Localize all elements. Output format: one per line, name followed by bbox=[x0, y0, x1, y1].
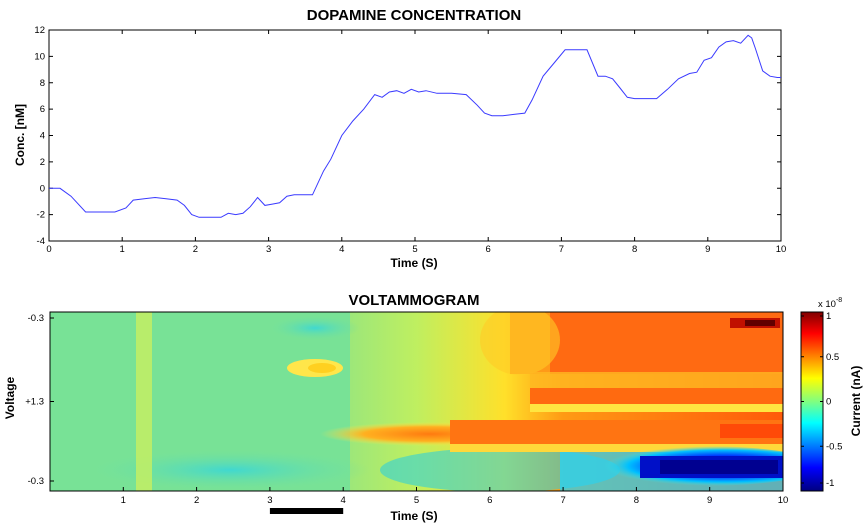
colorbar-label: Current (nA) bbox=[849, 366, 863, 437]
y-tick-label: 10 bbox=[34, 51, 45, 62]
y-tick-label: +1.3 bbox=[25, 397, 44, 408]
x-tick-label: 1 bbox=[120, 244, 125, 255]
y-tick-label: -4 bbox=[37, 236, 45, 247]
x-tick-label: 4 bbox=[341, 495, 346, 506]
y-tick-label: 8 bbox=[40, 78, 45, 89]
x-tick-label: 9 bbox=[705, 244, 710, 255]
x-axis-ticks: 0 1 2 3 4 5 6 7 8 9 10 bbox=[46, 30, 786, 255]
heatmap-image bbox=[50, 312, 783, 491]
colorbar-tick-label: 0.5 bbox=[826, 352, 839, 363]
x-tick-label: 2 bbox=[193, 244, 198, 255]
colorbar-tick-label: -1 bbox=[826, 478, 834, 489]
colorbar-tick-label: 1 bbox=[826, 311, 831, 322]
y-tick-label: 12 bbox=[34, 25, 45, 36]
x-tick-label: 7 bbox=[560, 495, 565, 506]
x-tick-label: 10 bbox=[778, 495, 789, 506]
colorbar: 1 0.5 0 -0.5 -1 x 10-8 Current (nA) bbox=[800, 297, 863, 492]
scale-bar bbox=[269, 508, 344, 514]
y-tick-label: 0 bbox=[40, 183, 45, 194]
x-tick-label: 10 bbox=[776, 244, 787, 255]
x-tick-label: 9 bbox=[707, 495, 712, 506]
x-tick-label: 2 bbox=[194, 495, 199, 506]
y-tick-label: 4 bbox=[40, 131, 45, 142]
chart-title: DOPAMINE CONCENTRATION bbox=[307, 7, 521, 24]
y-tick-label: 2 bbox=[40, 157, 45, 168]
x-tick-label: 3 bbox=[267, 495, 272, 506]
x-tick-label: 8 bbox=[632, 244, 637, 255]
heatmap-x-label: Time (S) bbox=[390, 509, 437, 523]
heatmap-title: VOLTAMMOGRAM bbox=[348, 292, 479, 309]
heatmap-y-label: Voltage bbox=[3, 376, 17, 419]
x-tick-label: 5 bbox=[414, 495, 419, 506]
colorbar-ticks: 1 0.5 0 -0.5 -1 bbox=[801, 311, 842, 489]
x-tick-label: 4 bbox=[339, 244, 344, 255]
y-tick-label: -0.3 bbox=[28, 476, 44, 487]
y-tick-label: -2 bbox=[37, 210, 45, 221]
colorbar-tick-label: -0.5 bbox=[826, 441, 842, 452]
colorbar-gradient bbox=[800, 311, 824, 492]
colorbar-exponent: x 10-8 bbox=[818, 297, 842, 310]
heatmap-x-ticks: 1 2 3 4 5 6 7 8 9 10 bbox=[121, 487, 789, 506]
heatmap-chart: VOLTAMMOGRAM bbox=[3, 292, 863, 523]
x-tick-label: 7 bbox=[559, 244, 564, 255]
y-axis-label: Conc. [nM] bbox=[13, 104, 27, 166]
x-tick-label: 0 bbox=[46, 244, 51, 255]
x-tick-label: 1 bbox=[121, 495, 126, 506]
heatmap-y-ticks: -0.3 +1.3 -0.3 bbox=[25, 313, 54, 487]
x-tick-label: 3 bbox=[266, 244, 271, 255]
x-tick-label: 6 bbox=[487, 495, 492, 506]
x-tick-label: 8 bbox=[634, 495, 639, 506]
x-tick-label: 6 bbox=[486, 244, 491, 255]
x-axis-label: Time (S) bbox=[390, 256, 437, 270]
plot-area bbox=[48, 29, 782, 242]
series-line bbox=[49, 34, 781, 218]
x-tick-label: 5 bbox=[412, 244, 417, 255]
y-tick-label: 6 bbox=[40, 104, 45, 115]
y-tick-label: -0.3 bbox=[28, 313, 44, 324]
colorbar-tick-label: 0 bbox=[826, 397, 831, 408]
